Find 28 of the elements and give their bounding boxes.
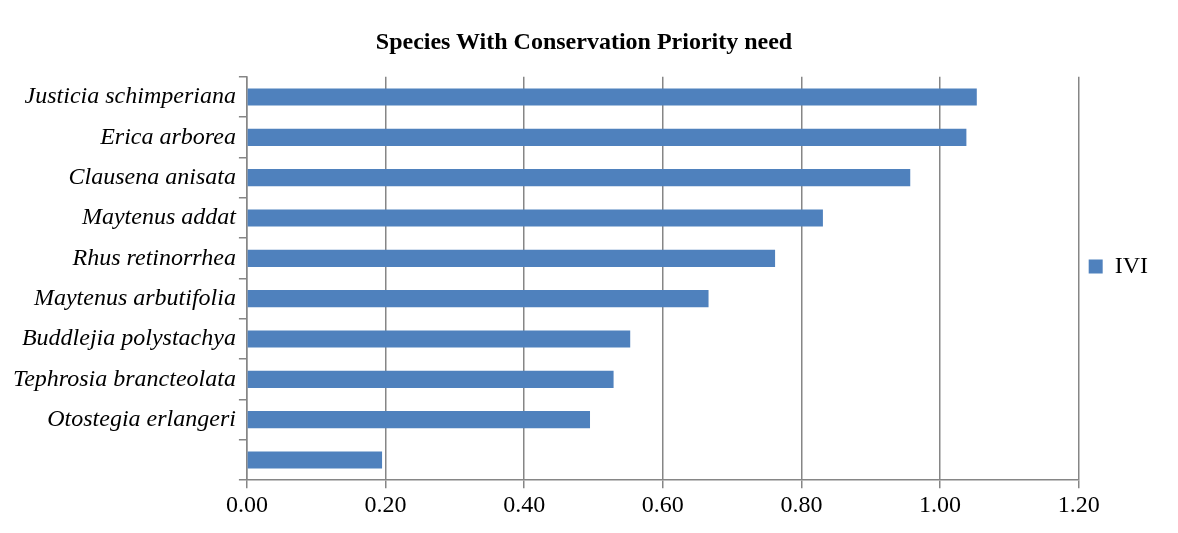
bar xyxy=(247,88,977,106)
bar xyxy=(247,128,967,146)
x-tick-label: 0.60 xyxy=(641,490,684,517)
bar xyxy=(247,290,709,308)
legend-label: IVI xyxy=(1114,251,1149,278)
bar xyxy=(247,330,631,348)
x-tick-label: 1.20 xyxy=(1057,490,1100,517)
y-tick-label: Erica arborea xyxy=(99,122,236,149)
bar xyxy=(247,411,591,429)
y-tick-label: Tephrosia brancteolata xyxy=(13,364,236,391)
y-tick-label: Otostegia erlangeri xyxy=(47,405,236,431)
y-tick-label: Buddlejia polystachya xyxy=(21,324,236,351)
y-tick-label: Justicia schimperiana xyxy=(24,82,236,109)
y-tick-label: Rhus retinorrhea xyxy=(71,243,236,270)
bar xyxy=(247,451,383,469)
x-tick-label: 0.20 xyxy=(364,490,407,517)
x-tick-label: 0.40 xyxy=(503,490,546,517)
bar xyxy=(247,249,776,267)
bar xyxy=(247,209,823,227)
x-tick-label: 0.80 xyxy=(780,490,823,517)
y-tick-label: Maytenus arbutifolia xyxy=(32,283,236,310)
chart-title: Species With Conservation Priority need xyxy=(375,27,793,54)
x-tick-label: 0.00 xyxy=(225,490,268,517)
bar xyxy=(247,169,911,187)
y-tick-label: Clausena anisata xyxy=(68,162,236,189)
bar xyxy=(247,370,614,388)
y-tick-label: Maytenus addat xyxy=(80,203,238,230)
x-tick-label: 1.00 xyxy=(919,490,962,517)
